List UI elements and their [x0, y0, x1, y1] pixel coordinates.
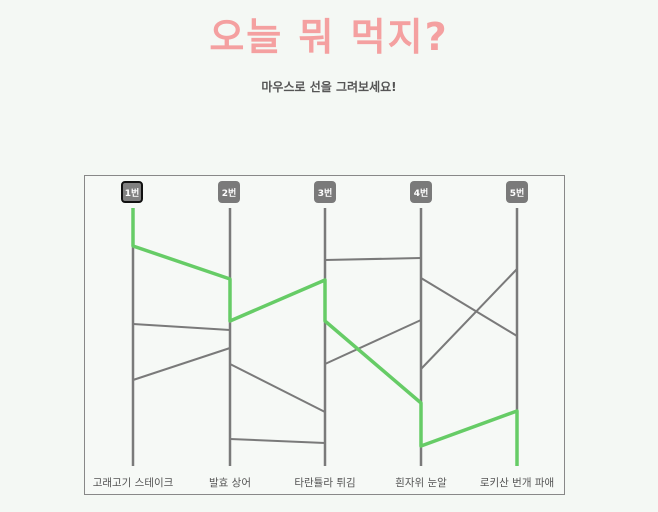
destination-label-1: 고래고기 스테이크: [92, 477, 174, 489]
player-badge-4[interactable]: 4번: [410, 181, 432, 203]
rung: [229, 438, 326, 444]
destination-label-2: 발효 상어: [209, 477, 251, 489]
result-path: [131, 208, 519, 466]
player-badge-2[interactable]: 2번: [218, 181, 240, 203]
rung: [324, 319, 422, 365]
ladder-canvas[interactable]: [85, 176, 566, 496]
rung: [132, 347, 231, 381]
player-badge-3[interactable]: 3번: [314, 181, 336, 203]
ladder-board[interactable]: 1번 2번 3번 4번 5번 고래고기 스테이크 발효 상어 타란튤라 튀김 흰…: [84, 175, 565, 495]
instruction-text: 마우스로 선을 그려보세요!: [261, 80, 397, 94]
destination-label-3: 타란튤라 튀김: [294, 477, 356, 489]
page-title: 오늘 뭐 먹지?: [209, 15, 449, 59]
rung: [324, 257, 422, 261]
rung: [420, 268, 518, 370]
destination-label-4: 흰자위 눈알: [395, 477, 447, 489]
player-badge-5[interactable]: 5번: [506, 181, 528, 203]
rung: [229, 363, 326, 413]
player-badge-1[interactable]: 1번: [121, 181, 143, 203]
rung: [420, 277, 518, 337]
rung: [132, 323, 231, 331]
destination-label-5: 로키산 번개 파애: [479, 477, 555, 489]
